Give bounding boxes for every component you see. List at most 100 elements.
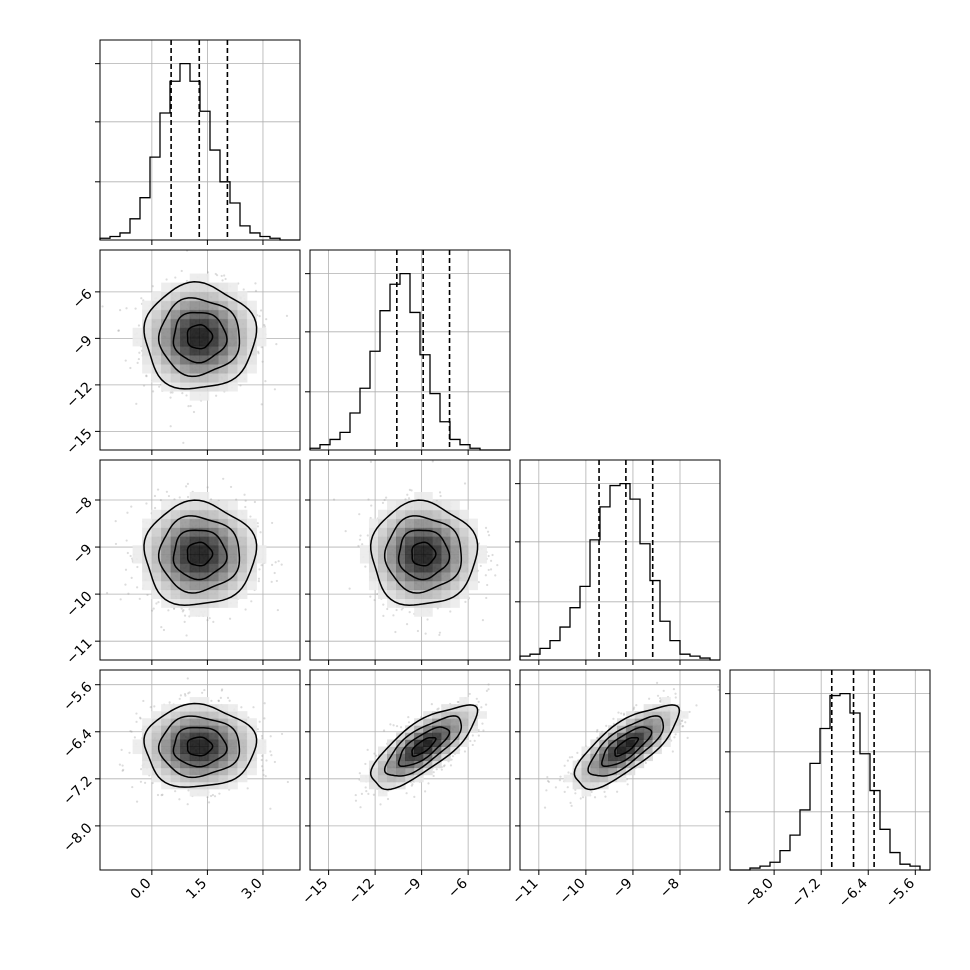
density-cell	[142, 562, 153, 573]
density-cell	[237, 753, 248, 762]
density-cell	[237, 372, 248, 383]
density-cell	[161, 589, 172, 599]
density-cell	[208, 598, 219, 608]
density-cell	[208, 372, 219, 383]
scatter-point	[172, 607, 176, 611]
density-cell	[246, 571, 257, 582]
scatter-point	[151, 781, 154, 785]
density	[105, 477, 283, 637]
density-cell	[237, 291, 248, 302]
density-cell	[237, 562, 248, 573]
scatter-point	[167, 494, 171, 498]
panel-bg	[520, 460, 720, 660]
density-cell	[468, 571, 478, 582]
density-cell	[170, 598, 181, 608]
scatter-point	[263, 702, 266, 705]
density-cell	[161, 372, 172, 383]
density-cell	[218, 327, 229, 338]
density-cell	[180, 327, 191, 338]
density-cell	[405, 554, 415, 564]
density-cell	[189, 545, 200, 555]
scatter-point	[203, 688, 206, 692]
density-cell	[180, 300, 191, 311]
density-cell	[189, 580, 200, 591]
scatter-point	[117, 329, 120, 332]
density-cell	[423, 607, 433, 617]
density-cell	[246, 760, 257, 769]
density-cell	[170, 732, 181, 740]
density-cell	[180, 345, 191, 356]
density-cell	[161, 282, 172, 293]
density-cell	[468, 580, 478, 591]
density-cell	[142, 760, 153, 769]
contour-line	[157, 297, 241, 378]
density-cell	[423, 554, 433, 564]
density-cell	[218, 536, 229, 546]
density-cell	[227, 372, 238, 383]
scatter-point	[151, 285, 154, 288]
density-cell	[218, 718, 229, 726]
density-cell	[218, 363, 229, 374]
density-cell	[208, 774, 219, 783]
density-cell	[227, 732, 238, 740]
scatter-point	[118, 763, 122, 766]
density-cell	[208, 545, 219, 555]
density-cell	[441, 562, 451, 573]
scatter-point	[174, 790, 177, 793]
density-cell	[432, 518, 442, 528]
scatter-point	[152, 607, 155, 610]
density-cell	[246, 336, 257, 347]
density-cell	[423, 571, 433, 582]
density-cell	[227, 781, 238, 790]
density-cell	[199, 291, 210, 302]
histogram-0	[99, 62, 300, 241]
density-cell	[189, 774, 200, 783]
density-cell	[161, 562, 172, 573]
density-cell	[199, 774, 210, 783]
histogram-1	[309, 272, 510, 451]
density-cell	[377, 571, 388, 582]
density-cell	[377, 527, 388, 537]
scatter-point	[395, 608, 398, 612]
scatter-point	[214, 272, 217, 276]
density-cell	[208, 571, 219, 582]
scatter-point	[181, 610, 184, 613]
scatter-point	[358, 513, 361, 516]
density-cell	[450, 509, 460, 520]
density-cell	[432, 509, 442, 520]
density-cell	[151, 509, 162, 520]
density-cell	[218, 518, 229, 528]
density-cell	[161, 300, 172, 311]
density-cell	[199, 788, 210, 797]
density-cell	[151, 746, 162, 755]
scatter-point	[484, 703, 488, 706]
density-cell	[142, 718, 153, 726]
density-blocks	[359, 492, 487, 617]
density-cell	[423, 589, 433, 599]
density-cell	[151, 336, 162, 347]
scatter-point	[413, 795, 416, 798]
density-cell	[180, 372, 191, 383]
density-cell	[227, 336, 238, 347]
contour-line	[143, 702, 258, 788]
density-cell	[142, 300, 153, 311]
density-cell	[142, 354, 153, 365]
density-cell	[218, 589, 229, 599]
density-cell	[396, 536, 406, 546]
density-cell	[142, 746, 153, 755]
density-cell	[199, 711, 210, 719]
density-cell	[199, 527, 210, 537]
scatter-point	[449, 610, 452, 613]
scatter-point	[186, 677, 189, 680]
density-cell	[189, 704, 200, 712]
scatter-point	[221, 279, 224, 282]
scatter-point	[206, 619, 209, 622]
density-cell	[218, 767, 229, 776]
density-cell	[377, 536, 388, 546]
density-cell	[161, 354, 172, 365]
density-cell	[142, 732, 153, 740]
density-cell	[180, 282, 191, 293]
scatter-point	[120, 748, 123, 751]
density-cell	[237, 545, 248, 555]
density-cell	[423, 527, 433, 537]
